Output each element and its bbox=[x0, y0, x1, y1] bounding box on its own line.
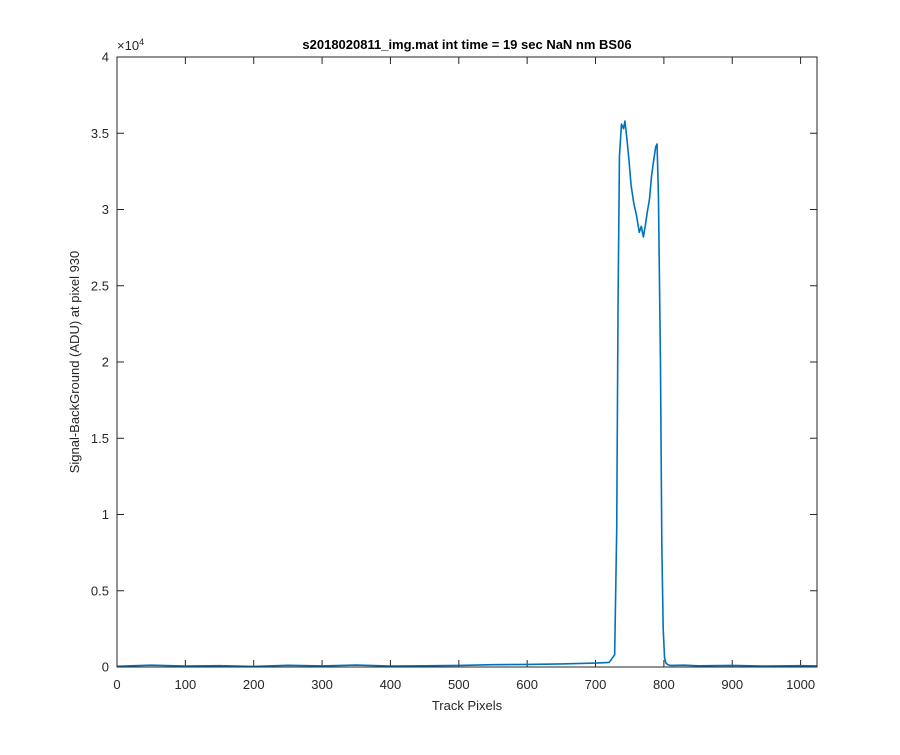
x-tick-label: 200 bbox=[243, 677, 265, 692]
axes-box bbox=[116, 56, 818, 668]
x-tick-label: 100 bbox=[175, 677, 197, 692]
y-tick-label: 0 bbox=[102, 660, 109, 675]
plot-area bbox=[117, 57, 817, 667]
x-tick-label: 800 bbox=[653, 677, 675, 692]
y-tick-label: 1.5 bbox=[91, 431, 109, 446]
y-tick-label: 2.5 bbox=[91, 278, 109, 293]
x-tick-label: 900 bbox=[721, 677, 743, 692]
ticks-layer: 0 100 200 300 400 500 600 700 800 900 1000 0 0.5 1 1.5… bbox=[91, 50, 817, 692]
y-exponent-power: 4 bbox=[139, 37, 144, 47]
x-tick-label: 0 bbox=[113, 677, 120, 692]
y-tick-label: 0.5 bbox=[91, 583, 109, 598]
x-tick-label: 300 bbox=[311, 677, 333, 692]
chart-title: s2018020811_img.mat int time = 19 sec Na… bbox=[302, 37, 631, 52]
x-tick-label: 400 bbox=[380, 677, 402, 692]
y-exponent-label: ×104 bbox=[117, 37, 144, 53]
x-axis-label: Track Pixels bbox=[432, 698, 503, 713]
y-tick-label: 4 bbox=[102, 50, 109, 65]
y-axis-label: Signal-BackGround (ADU) at pixel 930 bbox=[67, 251, 82, 474]
y-tick-label: 3 bbox=[102, 202, 109, 217]
y-tick-label: 2 bbox=[102, 355, 109, 370]
y-exponent-base: ×10 bbox=[117, 38, 139, 53]
x-tick-label: 1000 bbox=[786, 677, 815, 692]
x-tick-label: 700 bbox=[585, 677, 607, 692]
y-tick-label: 3.5 bbox=[91, 126, 109, 141]
x-tick-label: 500 bbox=[448, 677, 470, 692]
y-tick-label: 1 bbox=[102, 507, 109, 522]
x-tick-label: 600 bbox=[516, 677, 538, 692]
series-line bbox=[116, 120, 818, 668]
